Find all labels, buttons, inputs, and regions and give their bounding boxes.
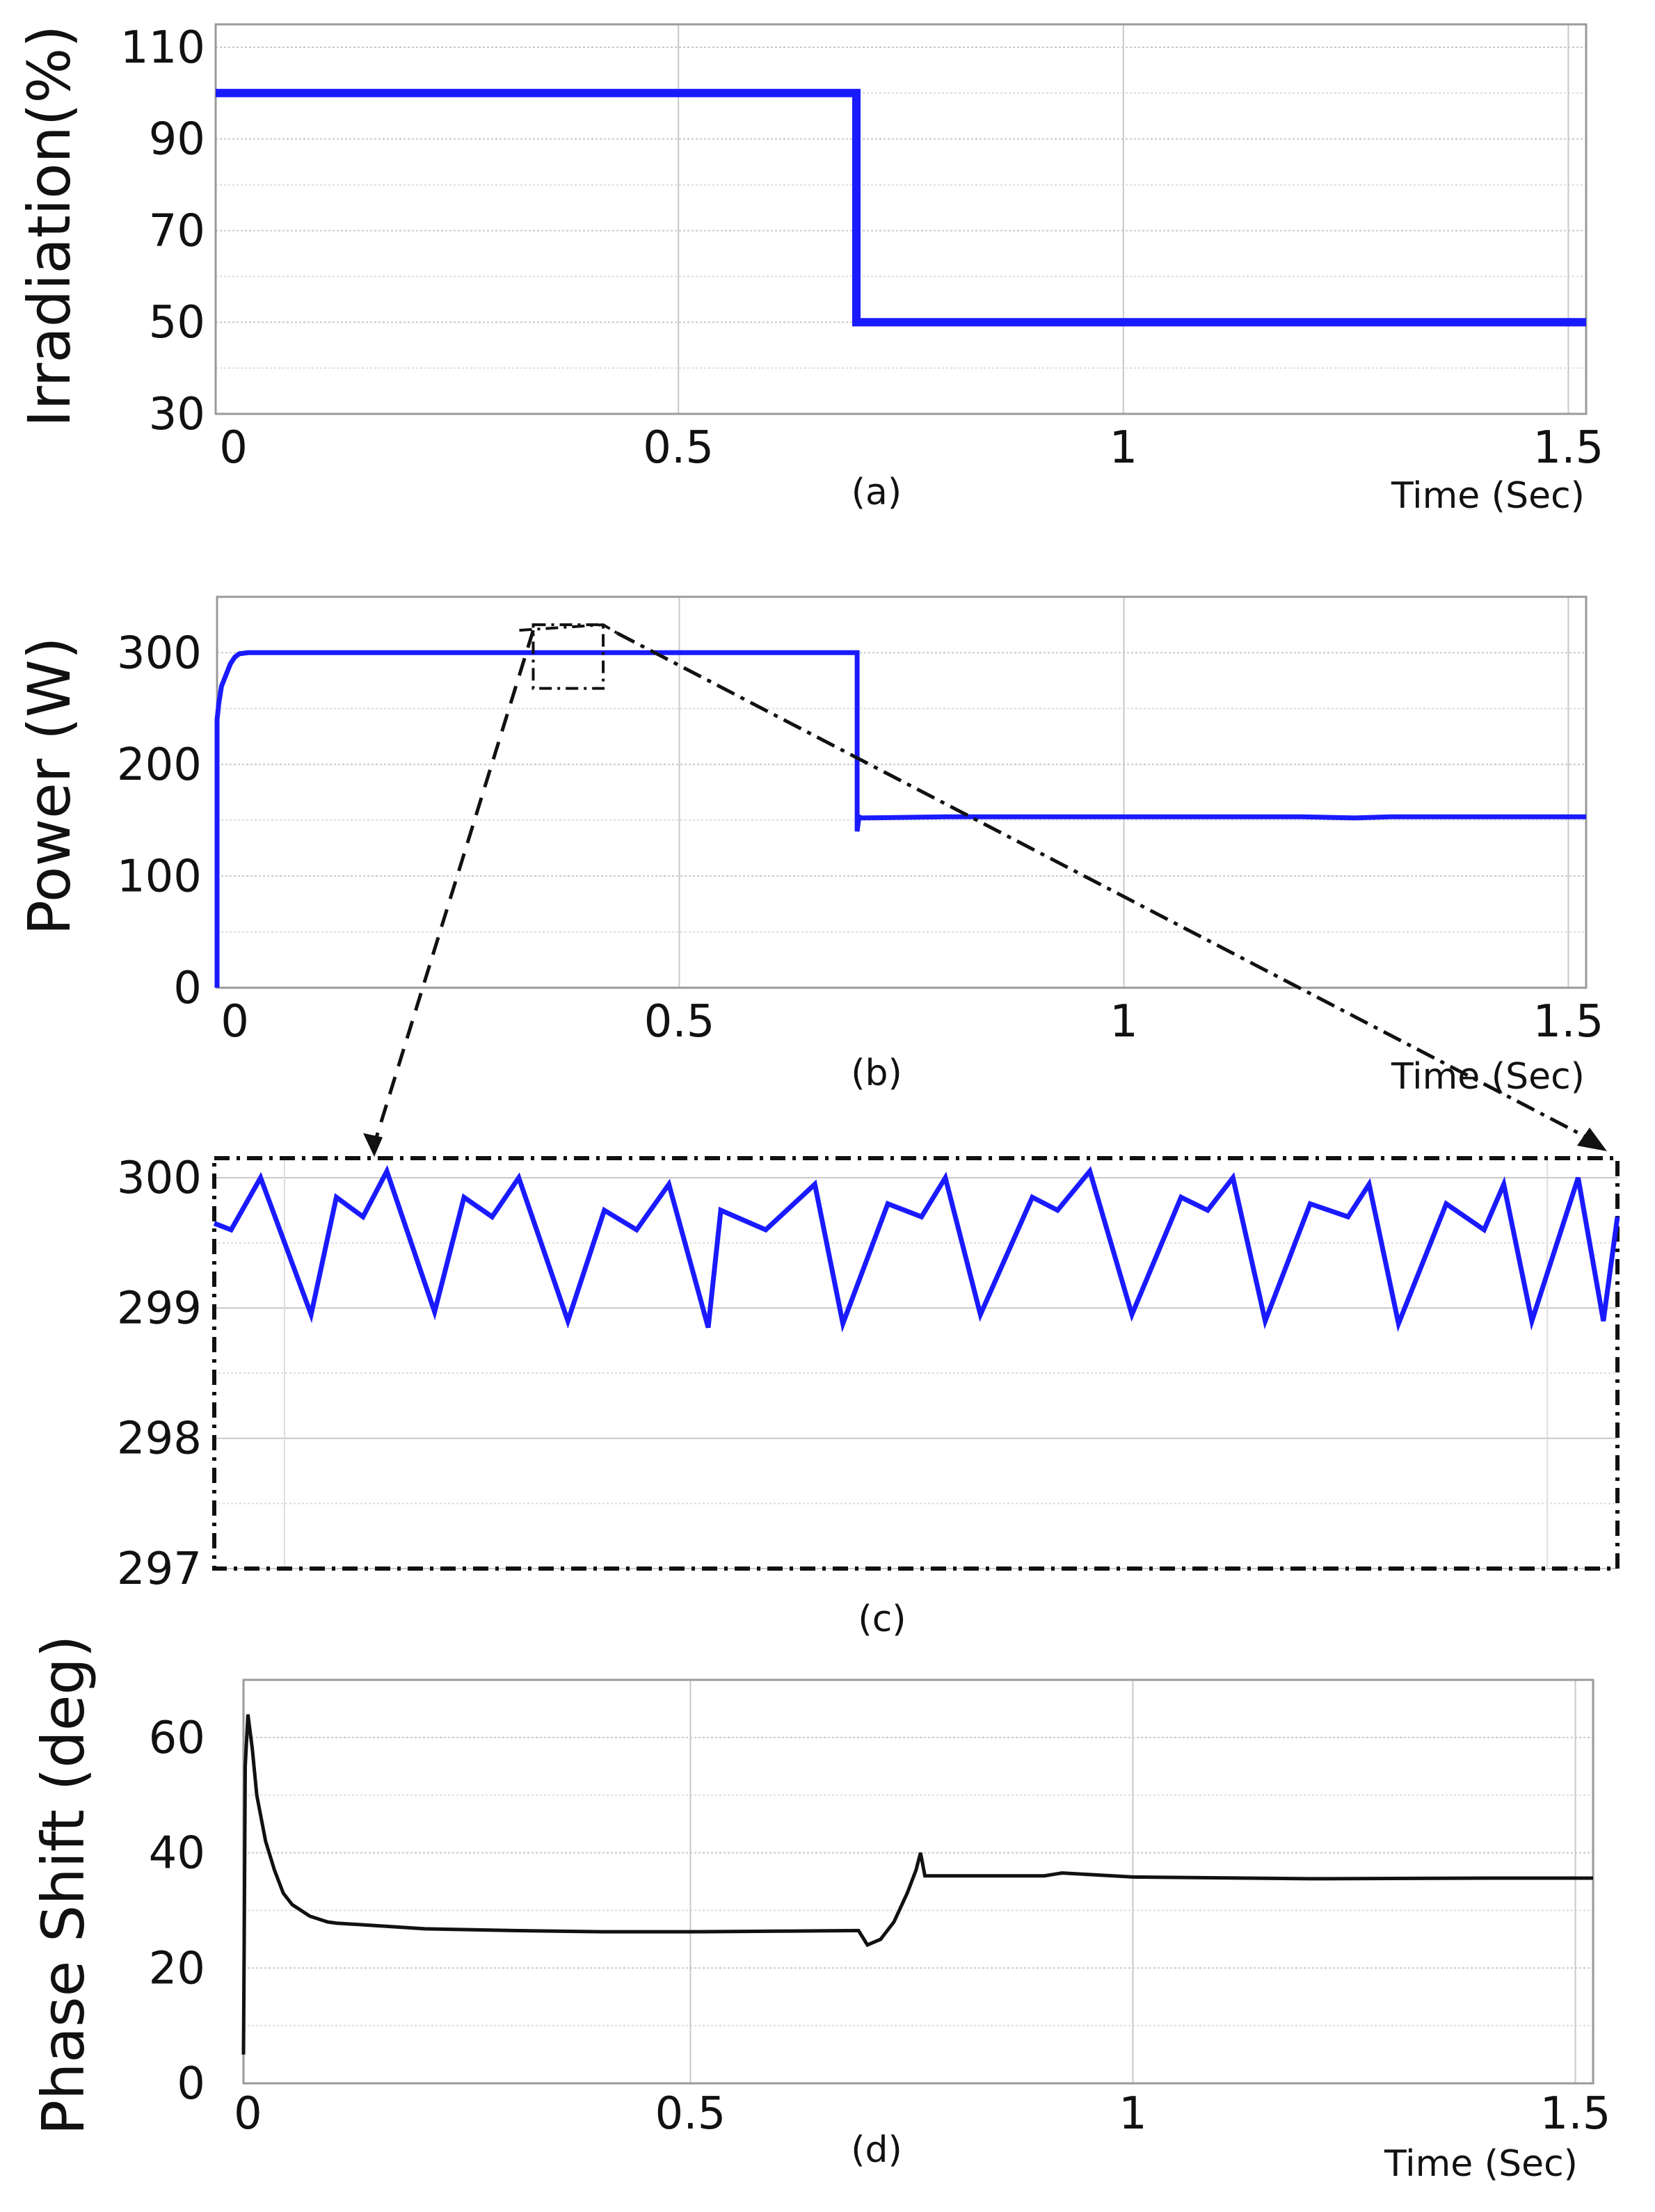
series-line [216,88,1586,327]
y-tick-label: 110 [120,22,205,74]
chart-panel-d: 0 20 40 60 0 0.5 1 1.5 Phase Shift (deg) Time (Se… [29,1635,1610,2185]
x-tick-label: 0.5 [643,422,714,474]
y-tick-label: 300 [117,1153,202,1204]
y-tick-label: 70 [149,205,205,257]
y-tick-label: 40 [149,1828,205,1880]
zoom-box-top [519,623,618,634]
y-tick-label: 299 [117,1283,202,1334]
plot-area [217,597,1586,988]
y-tick-label: 90 [149,114,205,166]
y-tick-label: 60 [149,1713,205,1764]
zoom-frame [212,1156,1620,1571]
y-tick-label: 200 [117,739,202,791]
zoom-connector-group [363,623,1607,1157]
series-line [213,1164,1620,1333]
x-axis-label: Time (Sec) [1391,1056,1585,1098]
y-axis-label: Power (W) [15,636,83,935]
series-line [241,1714,1593,2055]
x-tick-label: 0.5 [644,996,715,1048]
x-tick-label: 1 [1109,422,1137,474]
x-tick-label: 0 [234,2088,262,2140]
x-axis-label: Time (Sec) [1391,475,1585,517]
arrowhead-icon [1577,1128,1607,1151]
chart-panel-a: 30 50 70 90 110 0 0.5 1 1.5 Irradiation(%) Time (S… [15,22,1604,517]
y-tick-label: 100 [117,851,202,902]
y-tick-label: 0 [173,963,202,1014]
panel-label: (c) [858,1598,906,1640]
x-tick-label: 1.5 [1533,996,1604,1048]
panel-label: (b) [851,1052,902,1094]
x-tick-label: 1.5 [1533,422,1604,474]
y-axis-label: Irradiation(%) [15,25,83,427]
x-tick-label: 0 [221,996,249,1048]
panel-label: (a) [852,472,902,513]
chart-panel-b: 0 100 200 300 0 0.5 1 1.5 Power (W) Time (Sec) (b) [15,595,1604,1098]
zoom-box [531,623,605,690]
x-tick-label: 0.5 [655,2088,726,2140]
y-tick-label: 300 [117,627,202,679]
plot-frame [214,23,1588,415]
chart-panel-c: 297 298 299 300 (c) [117,1153,1620,1640]
y-axis-label: Phase Shift (deg) [29,1635,97,2135]
x-tick-label: 1.5 [1540,2088,1611,2140]
y-tick-label: 50 [149,297,205,348]
zoom-connector-left [372,630,535,1145]
series-line [214,650,1586,988]
y-tick-label: 297 [117,1544,202,1595]
y-tick-label: 298 [117,1413,202,1465]
panel-label: (d) [851,2129,902,2171]
x-tick-label: 0 [219,422,248,474]
arrowhead-icon [363,1133,383,1157]
plot-area [243,1680,1593,2083]
y-tick-label: 20 [149,1943,205,1994]
plot-area [214,1158,1617,1569]
x-axis-label: Time (Sec) [1384,2143,1578,2185]
x-tick-label: 1 [1110,996,1138,1048]
y-tick-label: 0 [177,2058,205,2110]
x-tick-label: 1 [1119,2088,1147,2140]
y-tick-label: 30 [149,389,205,440]
plot-area [216,24,1586,414]
zoom-connector-right [616,631,1601,1146]
